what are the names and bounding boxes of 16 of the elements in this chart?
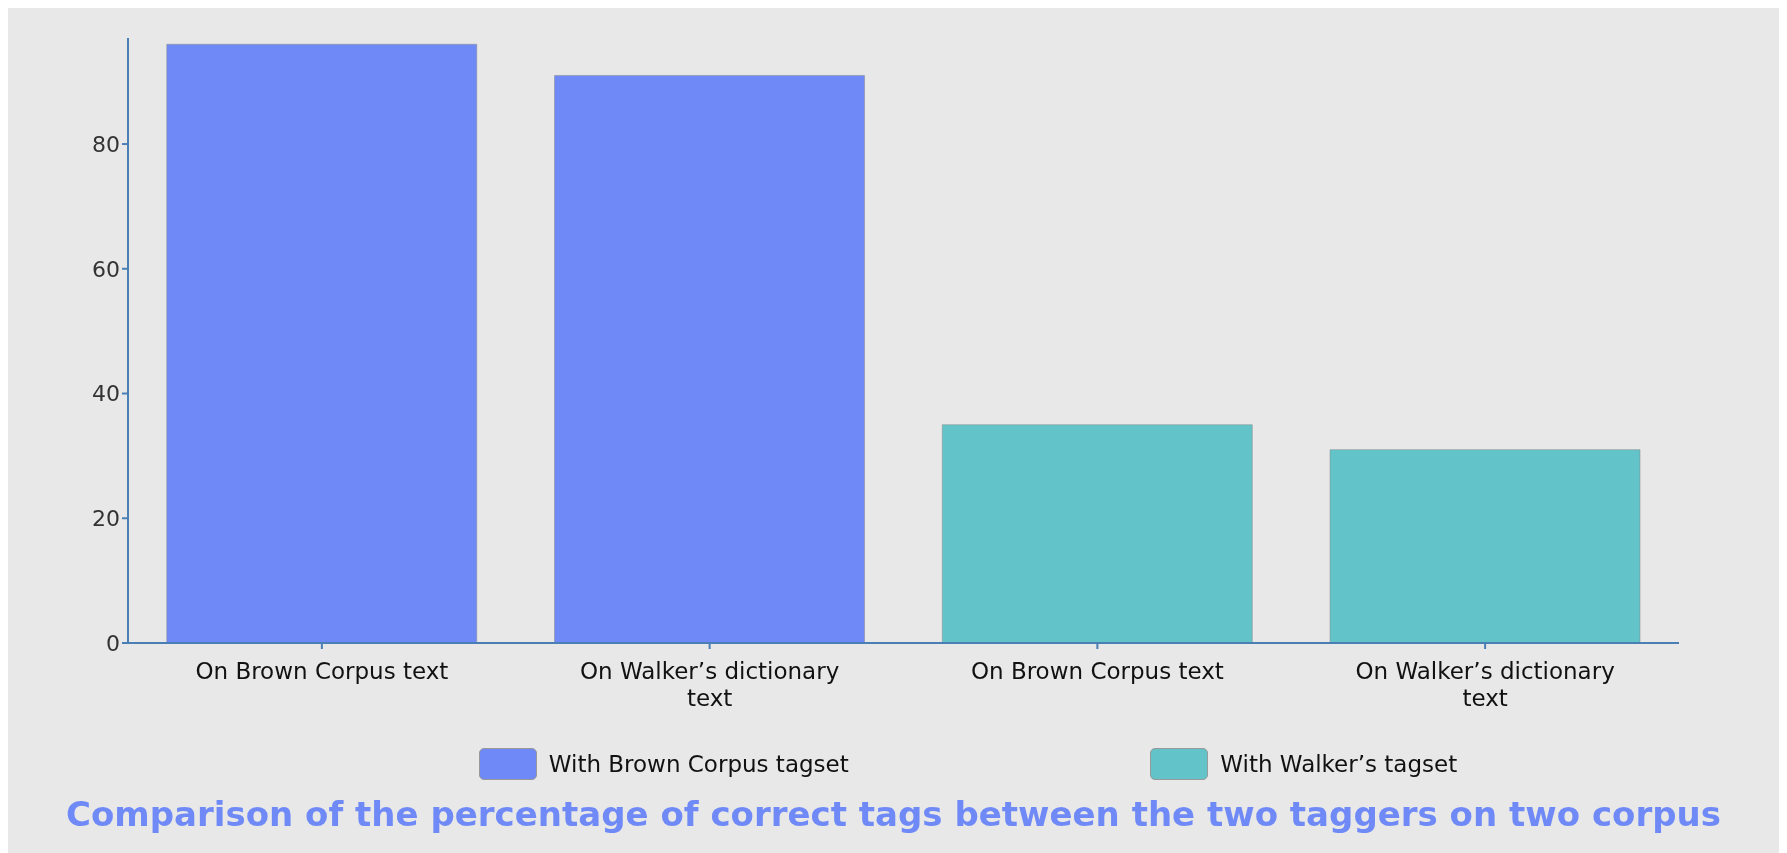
- x-tick-label: On Walker’s dictionary text: [579, 658, 840, 711]
- y-tick-label: 0: [106, 630, 120, 656]
- x-tick-label: On Walker’s dictionary text: [1355, 658, 1615, 711]
- bar: [554, 75, 865, 643]
- legend-label: With Walker’s tagset: [1220, 751, 1458, 777]
- bar: [166, 43, 478, 643]
- text: Comparison of the percentage of correct tags between the two taggers on two corpus: [65, 793, 1722, 836]
- y-tick-label: 40: [92, 381, 120, 407]
- y-tick-label: 60: [92, 256, 120, 282]
- y-tick-label: 80: [92, 131, 120, 157]
- x-tick-label: On Brown Corpus text: [970, 658, 1224, 684]
- bar: [1329, 449, 1641, 643]
- bar: [942, 424, 1253, 643]
- y-tick-label: 20: [92, 506, 120, 532]
- x-tick-label: On Brown Corpus text: [195, 658, 449, 684]
- legend-label: With Brown Corpus tagset: [548, 751, 849, 777]
